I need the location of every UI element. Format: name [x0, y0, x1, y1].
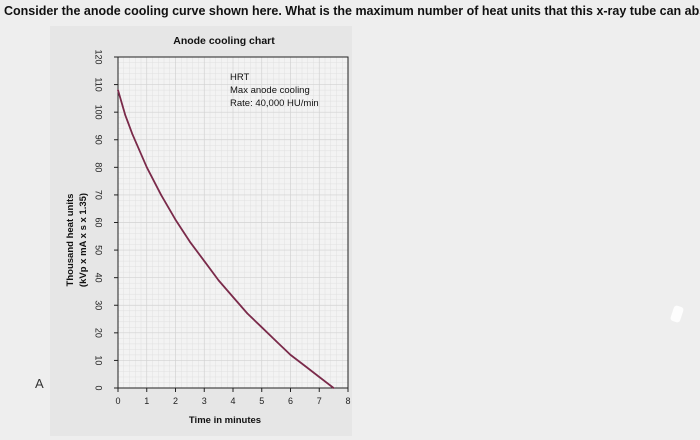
curve-point [289, 354, 292, 356]
x-tick-label: 1 [144, 396, 149, 406]
question-text: Consider the anode cooling curve shown h… [4, 4, 700, 18]
x-tick-label: 0 [115, 396, 120, 406]
y-axis-label-line-1: Thousand heat units [65, 194, 76, 287]
curve-point [246, 312, 249, 315]
curve-point [131, 133, 134, 136]
chart-title: Anode cooling chart [173, 35, 275, 47]
y-tick-label: 60 [94, 217, 104, 227]
curve-point [232, 296, 234, 298]
x-ticks: 0 1 2 3 4 5 6 7 8 [115, 388, 351, 406]
y-ticks: 0 10 20 30 40 50 60 70 80 90 100 110 120 [94, 49, 118, 391]
y-tick-label: 120 [94, 49, 104, 64]
curve-point [160, 194, 162, 196]
y-tick-label: 100 [94, 105, 104, 120]
y-tick-label: 90 [94, 135, 104, 145]
y-tick-label: 40 [94, 273, 104, 283]
curve-point [217, 279, 220, 282]
annotation-line-3: Rate: 40,000 HU/min [230, 98, 319, 109]
curve-point [332, 387, 335, 389]
curve-point [260, 326, 263, 329]
curve-point [203, 260, 206, 262]
y-tick-label: 30 [94, 300, 104, 310]
chart-grid [117, 56, 349, 389]
x-axis-label: Time in minutes [189, 415, 261, 426]
y-tick-label: 0 [94, 385, 104, 390]
curve-point [189, 241, 191, 243]
annotation-line-1: HRT [230, 72, 250, 83]
y-tick-label: 50 [94, 245, 104, 255]
y-tick-label: 110 [94, 77, 104, 91]
y-tick-label: 10 [94, 355, 104, 365]
curve-point [117, 89, 119, 91]
x-tick-label: 5 [259, 396, 264, 406]
x-tick-label: 8 [345, 396, 350, 406]
x-tick-label: 4 [230, 396, 235, 406]
x-tick-label: 6 [288, 396, 293, 406]
x-tick-label: 2 [173, 396, 178, 406]
series-layer [117, 89, 335, 389]
y-tick-label: 20 [94, 328, 104, 338]
curve-point [124, 114, 126, 116]
hrt-annotation: HRT Max anode cooling Rate: 40,000 HU/mi… [230, 72, 319, 109]
y-tick-label: 80 [94, 162, 104, 172]
x-tick-label: 3 [202, 396, 207, 406]
annotation-line-2: Max anode cooling [230, 85, 310, 96]
x-tick-label: 7 [317, 396, 322, 406]
curve-point [318, 376, 321, 378]
y-tick-label: 70 [94, 190, 104, 200]
curve-point [145, 166, 148, 169]
curve-point [174, 218, 177, 221]
y-axis-label-line-2: (kVp x mA x s x 1.35) [78, 193, 89, 287]
curve-point [275, 340, 277, 342]
curve-point [304, 365, 306, 367]
side-letter: A [35, 376, 44, 391]
